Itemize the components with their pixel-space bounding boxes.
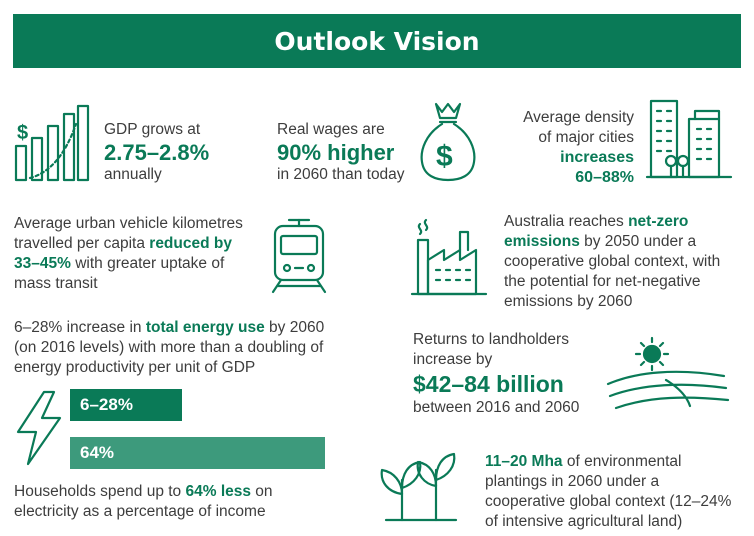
- landholders-block: Returns to landholders increase by $42–8…: [413, 330, 579, 418]
- gdp-block: GDP grows at 2.75–2.8% annually: [104, 120, 209, 185]
- seedling-icon: [372, 440, 472, 524]
- energy-line3: energy productivity per unit of GDP: [14, 359, 256, 376]
- density-pre1: Average density: [523, 109, 634, 126]
- household-savings-bar-label: 64%: [80, 443, 115, 462]
- households-line1-bold: 64% less: [185, 483, 251, 500]
- vehicle-line2-bold: reduced by: [149, 235, 232, 252]
- bar-chart-icon: $: [12, 104, 90, 184]
- plantings-line2: plantings in 2060 under a: [485, 473, 660, 490]
- lightning-icon: [14, 390, 64, 466]
- emissions-line2-bold: emissions: [504, 233, 580, 250]
- emissions-line1-bold: net-zero: [628, 213, 689, 230]
- energy-increase-bar: 6–28%: [70, 389, 182, 421]
- energy-line1-bold: total energy use: [145, 319, 265, 336]
- energy-line1-post: by 2060: [264, 319, 325, 336]
- gdp-value: 2.75–2.8%: [104, 140, 210, 165]
- density-value1: increases: [560, 149, 634, 166]
- density-value2: 60–88%: [575, 169, 634, 186]
- density-pre2: of major cities: [538, 129, 634, 146]
- svg-text:$: $: [436, 140, 453, 173]
- household-savings-bar: 64%: [70, 437, 325, 469]
- page-title: Outlook Vision: [274, 26, 480, 56]
- households-block: Households spend up to 64% less on elect…: [14, 482, 273, 522]
- emissions-block: Australia reaches net-zero emissions by …: [504, 212, 720, 312]
- vehicle-line3-post: with greater uptake of: [70, 255, 225, 272]
- energy-line2: (on 2016 levels) with more than a doubli…: [14, 339, 324, 356]
- emissions-line1-pre: Australia reaches: [504, 213, 629, 230]
- gdp-post: annually: [104, 166, 162, 183]
- density-block: Average density of major cities increase…: [490, 108, 634, 188]
- emissions-line5: emissions by 2060: [504, 293, 633, 310]
- gdp-pre: GDP grows at: [104, 121, 201, 138]
- households-line1-pre: Households spend up to: [14, 483, 186, 500]
- vehicle-line1: Average urban vehicle kilometres: [14, 215, 243, 232]
- landholders-post: between 2016 and 2060: [413, 399, 580, 416]
- svg-text:$: $: [17, 122, 28, 144]
- landholders-line2: increase by: [413, 351, 493, 368]
- farm-sun-icon: [606, 334, 730, 414]
- plantings-line1-bold: 11–20 Mha: [485, 453, 563, 470]
- energy-block: 6–28% increase in total energy use by 20…: [14, 318, 324, 378]
- title-banner: Outlook Vision: [13, 14, 741, 68]
- energy-line1-pre: 6–28% increase in: [14, 319, 146, 336]
- landholders-value: $42–84 billion: [413, 371, 564, 397]
- plantings-line4: of intensive agricultural land): [485, 513, 683, 530]
- plantings-line3: cooperative global context (12–24%: [485, 493, 732, 510]
- vehicle-line3-bold: 33–45%: [14, 255, 71, 272]
- vehicle-line2-pre: travelled per capita: [14, 235, 150, 252]
- emissions-line4: the potential for net-negative: [504, 273, 701, 290]
- wages-pre: Real wages are: [277, 121, 385, 138]
- plantings-block: 11–20 Mha of environmental plantings in …: [485, 452, 731, 532]
- plantings-line1-post: of environmental: [562, 453, 682, 470]
- vehicle-block: Average urban vehicle kilometres travell…: [14, 214, 243, 294]
- vehicle-line4: mass transit: [14, 275, 98, 292]
- wages-value: 90% higher: [277, 140, 395, 165]
- energy-increase-bar-label: 6–28%: [80, 395, 133, 414]
- emissions-line3: cooperative global context, with: [504, 253, 721, 270]
- train-icon: [267, 216, 331, 294]
- emissions-line2-post: by 2050 under a: [579, 233, 697, 250]
- wages-block: Real wages are 90% higher in 2060 than t…: [277, 120, 405, 185]
- landholders-line1: Returns to landholders: [413, 331, 569, 348]
- wages-post: in 2060 than today: [277, 166, 405, 183]
- households-line2: electricity as a percentage of income: [14, 503, 266, 520]
- factory-icon: [410, 214, 490, 298]
- city-buildings-icon: [645, 97, 733, 183]
- households-line1-post: on: [250, 483, 273, 500]
- money-bag-icon: $: [418, 100, 478, 182]
